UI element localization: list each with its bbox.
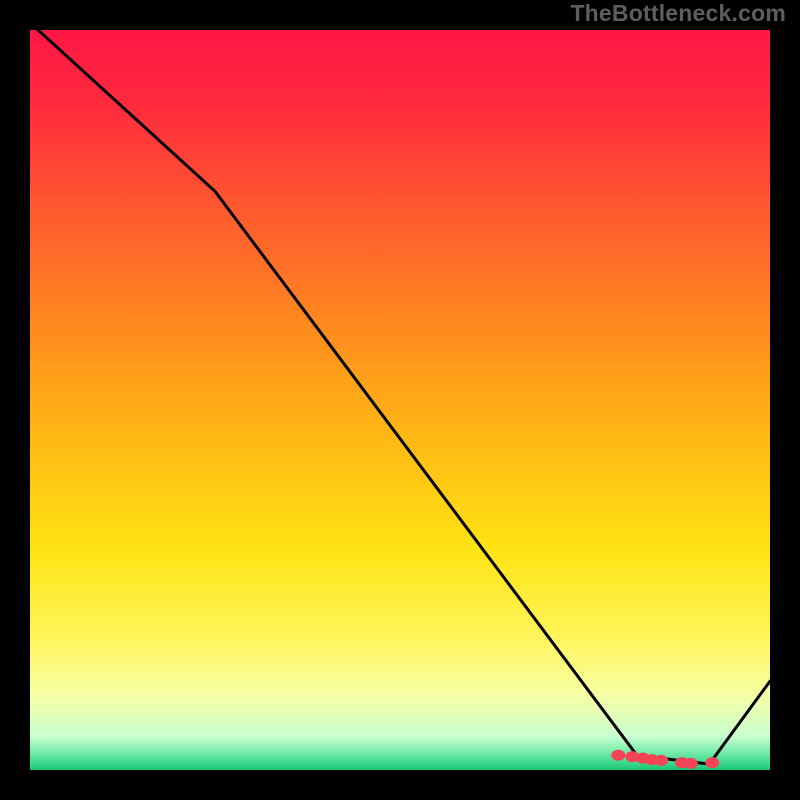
marker-dot [705,757,719,768]
marker-dot [654,755,668,766]
chart-container: TheBottleneck.com [0,0,800,800]
marker-dot [684,758,698,769]
marker-dot [611,750,625,761]
watermark-text: TheBottleneck.com [570,0,786,27]
gradient-background [30,30,770,770]
bottleneck-chart [0,0,800,800]
